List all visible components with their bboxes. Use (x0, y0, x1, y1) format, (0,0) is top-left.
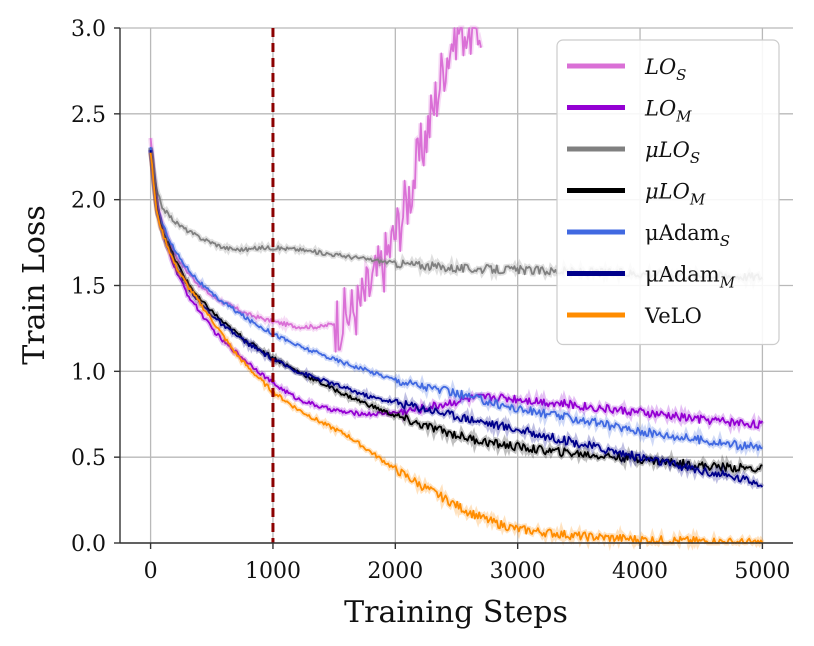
y-tick-label: 3.0 (71, 17, 106, 42)
x-axis-title: Training Steps (344, 595, 568, 630)
y-tick-label: 1.5 (71, 275, 106, 300)
tick-labels: 0 1000 2000 3000 4000 5000 0.0 0.5 1.0 1.5 2.0 2.5 3… (71, 17, 790, 584)
y-tick-label: 2.0 (71, 189, 106, 214)
series-line-lo-s (149, 27, 482, 353)
y-tick-label: 1.0 (71, 360, 106, 385)
series-line-velo (149, 152, 764, 544)
x-tick-label: 1000 (245, 559, 301, 584)
x-tick-label: 4000 (612, 559, 668, 584)
series-line-lo-m (149, 149, 764, 429)
x-tick-label: 5000 (734, 559, 790, 584)
legend: LOS LOM μLOS μLOM μAdamS μAdamM VeLO (556, 39, 780, 346)
y-axis-title: Train Loss (17, 205, 52, 364)
legend-entry-label: μAdamS (645, 221, 730, 250)
series-line-muadam-s (149, 146, 763, 451)
x-tick-label: 0 (144, 559, 158, 584)
legend-box (556, 39, 780, 346)
series-line-mulo-m (149, 147, 763, 473)
legend-entry-label: μLOM (645, 180, 706, 209)
legend-entry-label: μAdamM (645, 263, 736, 292)
legend-entry-label: VeLO (644, 304, 702, 328)
legend-entry-label: μLOS (645, 138, 700, 167)
x-tick-label: 3000 (490, 559, 546, 584)
series-line-muadam-m (149, 150, 764, 488)
y-tick-label: 0.5 (71, 446, 106, 471)
x-tick-label: 2000 (367, 559, 423, 584)
legend-entry-label: LOS (644, 55, 686, 84)
y-tick-label: 2.5 (71, 103, 106, 128)
legend-entry-label: LOM (644, 97, 692, 126)
series-lines (148, 25, 765, 552)
y-tick-label: 0.0 (71, 532, 106, 557)
